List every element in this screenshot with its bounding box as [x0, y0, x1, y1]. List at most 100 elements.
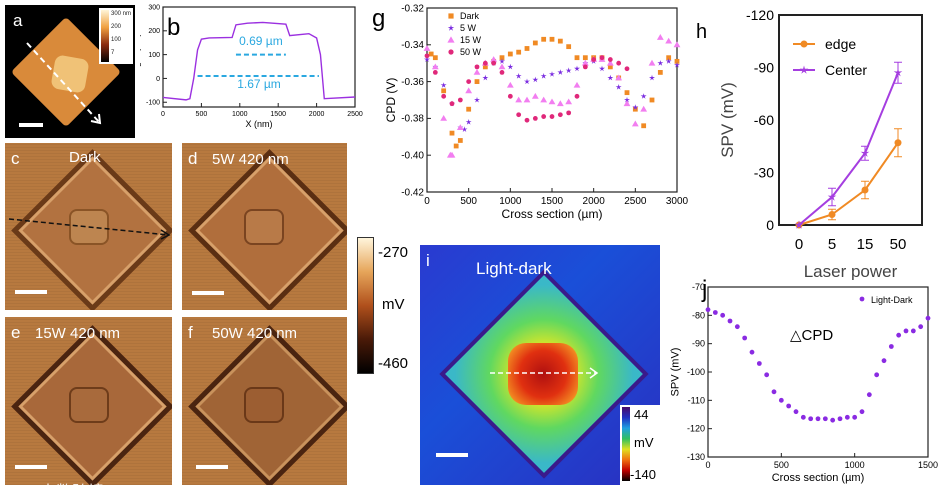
data-point — [474, 96, 480, 103]
data-point — [498, 63, 506, 70]
y-tick-label: -90 — [692, 339, 705, 349]
data-point — [524, 78, 530, 85]
data-point — [844, 414, 850, 420]
panel-label-a: a — [13, 11, 23, 30]
data-point — [428, 51, 434, 57]
y-tick-label: -120 — [687, 424, 705, 434]
x-tick-label: 500 — [196, 111, 208, 118]
data-point — [615, 84, 622, 90]
data-point — [632, 104, 639, 110]
data-point — [440, 115, 448, 121]
data-point — [448, 49, 454, 55]
plot-frame — [778, 14, 923, 226]
data-point — [432, 55, 438, 61]
data-point — [540, 96, 548, 103]
data-point — [632, 106, 638, 112]
data-point — [516, 49, 522, 55]
annotation: △CPD — [790, 327, 833, 344]
y-tick-label: -60 — [754, 112, 774, 128]
data-point — [482, 74, 489, 81]
data-point — [874, 372, 880, 378]
x-tick-label: 3000 — [666, 196, 689, 207]
data-point — [574, 93, 580, 99]
data-point — [648, 59, 656, 66]
x-tick-label: 2500 — [347, 111, 363, 118]
legend-label: edge — [825, 36, 856, 52]
data-point — [599, 55, 605, 61]
data-point — [556, 100, 564, 107]
data-point — [827, 192, 837, 201]
data-point — [453, 143, 459, 149]
x-tick-label: 1500 — [918, 460, 938, 470]
data-point — [582, 64, 588, 70]
data-point — [657, 70, 663, 75]
data-point — [548, 98, 556, 105]
colorbar-i-max: 44 — [634, 407, 649, 422]
panel-label-c: c — [11, 149, 20, 168]
scale-bar — [15, 465, 47, 469]
y-tick-label: 200 — [148, 28, 160, 35]
x-tick-label: 50 — [890, 236, 907, 253]
x-axis-label: Cross section (µm) — [502, 207, 603, 221]
colorbar-i: 44 mV -140 — [620, 405, 660, 485]
x-tick-label: 500 — [774, 460, 789, 470]
panel-label: b — [167, 14, 180, 41]
y-axis-label: SPV (mV) — [670, 348, 682, 397]
kpfm-image-c: Dark c — [5, 143, 172, 310]
data-point — [448, 13, 454, 19]
data-point — [665, 37, 673, 44]
data-point — [673, 41, 681, 48]
data-point — [449, 130, 455, 136]
panel-title-i: Light-dark — [476, 259, 552, 278]
data-point — [524, 46, 530, 51]
data-point — [599, 65, 605, 72]
data-point — [466, 79, 472, 84]
data-point — [441, 88, 447, 94]
data-point — [861, 186, 869, 194]
data-point — [506, 81, 514, 88]
data-point — [549, 36, 555, 42]
data-point — [465, 87, 473, 94]
y-tick-label: -80 — [692, 310, 705, 320]
chart-h: 0 -30 -60 -90 -120 0 5 15 50 Laser power SPV (mV) h… — [696, 7, 923, 280]
chart-j: 0 500 1000 1500 -130 -120 -110 -100 -90 -80 -70 Cro… — [670, 276, 938, 484]
data-point — [793, 409, 799, 415]
data-point — [749, 349, 755, 355]
annotation: 1.67 µm — [237, 77, 281, 91]
y-tick-label: -0.32 — [401, 3, 424, 14]
data-point — [565, 98, 573, 105]
x-tick-label: 15 — [857, 236, 874, 253]
data-point — [516, 112, 522, 118]
colorbar-a-label: 200 — [111, 24, 122, 30]
x-tick-label: 1500 — [541, 196, 564, 207]
data-point — [557, 69, 564, 75]
data-point — [640, 93, 647, 99]
data-point — [491, 60, 497, 66]
colorbar-a: 300 nm 200 100 7 — [99, 8, 133, 64]
colorbar-cf-max: -270 — [378, 244, 409, 261]
y-tick-label: 300 — [148, 4, 160, 11]
y-tick-label: -130 — [687, 452, 705, 462]
data-point — [764, 372, 770, 378]
data-point — [541, 114, 547, 119]
data-point — [896, 332, 902, 338]
scan-arrow — [26, 42, 102, 125]
series-line — [162, 21, 356, 101]
data-point — [524, 117, 530, 123]
panel-label-e: e — [11, 323, 21, 342]
x-axis-label: X (nm) — [246, 119, 273, 129]
y-tick-label: -100 — [687, 367, 705, 377]
legend-label: Light-Dark — [871, 295, 913, 305]
colorbar-cf-unit: mV — [382, 296, 405, 313]
data-point — [490, 56, 498, 62]
data-point — [465, 119, 472, 125]
y-tick-label: -0.40 — [401, 151, 424, 162]
scan-arrow — [490, 367, 599, 379]
data-point — [615, 74, 623, 81]
data-point — [674, 58, 680, 64]
legend-label: 5 W — [460, 23, 477, 33]
data-point — [456, 124, 464, 130]
data-point — [523, 96, 531, 103]
data-point — [720, 312, 726, 318]
data-point — [474, 79, 480, 84]
